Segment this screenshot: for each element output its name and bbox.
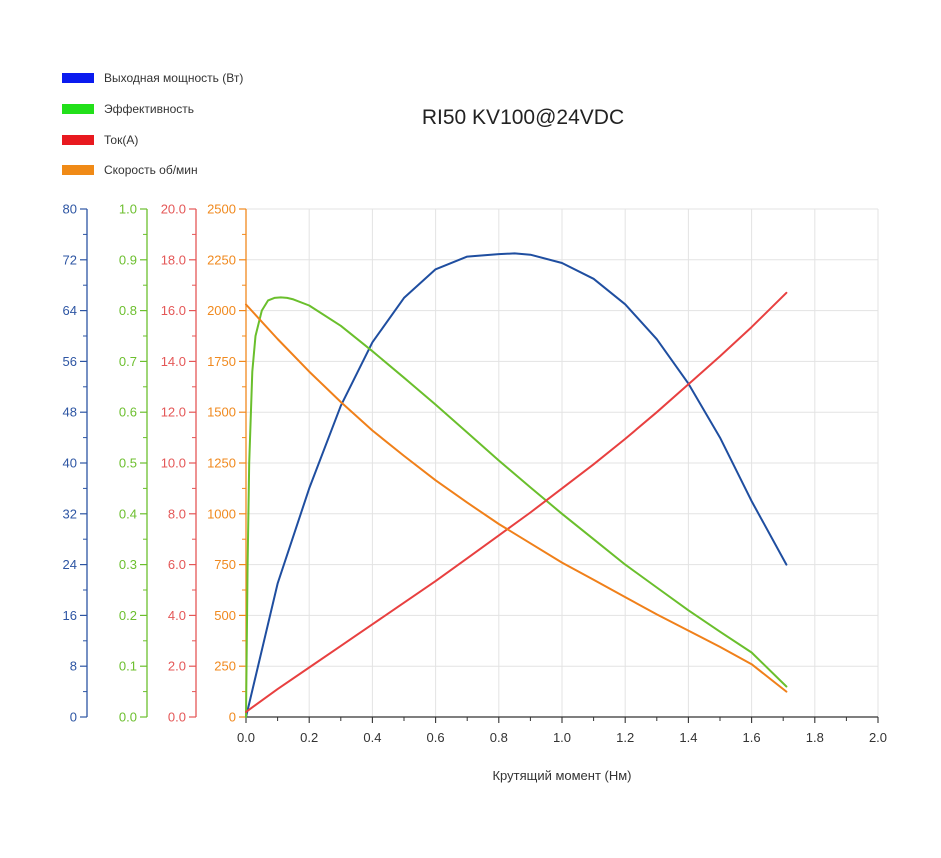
y-tick-label: 32 (63, 506, 77, 521)
y-tick-label: 0.0 (119, 710, 137, 725)
y-tick-label: 0.2 (119, 608, 137, 623)
legend-label-current: Ток(A) (104, 133, 139, 147)
y-tick-label: 0.4 (119, 506, 137, 521)
x-axis-label: Крутящий момент (Нм) (492, 768, 632, 783)
y-tick-label: 1750 (207, 354, 236, 369)
y-tick-label: 0 (70, 710, 77, 725)
y-tick-label: 80 (63, 202, 77, 217)
y-axis-3: 0 250 500 750 1000 1250 1500 1750 2000 2250 2500 (207, 202, 247, 725)
y-tick-label: 2500 (207, 202, 236, 217)
y-tick-label: 16 (63, 608, 77, 623)
legend-label-power: Выходная мощность (Вт) (104, 71, 244, 85)
x-tick-label: 2.0 (869, 730, 887, 745)
y-axes: 081624324048566472800.00.10.20.30.40.50.… (63, 202, 247, 725)
legend-swatch-current (62, 135, 94, 145)
y-tick-label: 56 (63, 354, 77, 369)
x-tick-label: 1.8 (806, 730, 824, 745)
y-axis-2: 0.0 2.0 4.0 6.0 8.0 10.0 12.0 14.0 16.0 18.0 20.0 (161, 202, 197, 725)
y-tick-label: 72 (63, 252, 77, 267)
y-tick-label: 500 (214, 608, 236, 623)
legend-label-efficiency: Эффективность (104, 102, 195, 116)
x-tick-label: 1.2 (616, 730, 634, 745)
y-tick-label: 2000 (207, 303, 236, 318)
series-lines (245, 252, 788, 718)
legend-swatch-efficiency (62, 104, 94, 114)
x-tick-label: 1.6 (743, 730, 761, 745)
y-tick-label: 0.7 (119, 354, 137, 369)
series-line-3 (245, 303, 788, 693)
y-tick-label: 2250 (207, 252, 236, 267)
y-tick-label: 1250 (207, 456, 236, 471)
y-tick-label: 0.3 (119, 557, 137, 572)
y-tick-label: 10.0 (161, 456, 186, 471)
y-tick-label: 18.0 (161, 252, 186, 267)
series-line-2 (245, 291, 788, 713)
y-axis-1: 0.0 0.1 0.2 0.3 0.4 0.5 0.6 0.7 0.8 0.9 1.0 (119, 202, 148, 725)
series-line-1 (245, 296, 788, 718)
y-tick-label: 40 (63, 456, 77, 471)
y-tick-label: 8 (70, 659, 77, 674)
y-tick-label: 24 (63, 557, 77, 572)
y-tick-label: 0.9 (119, 252, 137, 267)
x-axis: 0.0 0.2 0.4 0.6 0.8 1.0 1.2 1.4 1.6 1.8 2.0 (237, 716, 887, 745)
y-tick-label: 12.0 (161, 405, 186, 420)
y-tick-label: 64 (63, 303, 77, 318)
x-tick-label: 0.4 (363, 730, 381, 745)
y-tick-label: 750 (214, 557, 236, 572)
legend-swatch-power (62, 73, 94, 83)
y-tick-label: 6.0 (168, 557, 186, 572)
y-tick-label: 0.0 (168, 710, 186, 725)
y-tick-label: 0.1 (119, 659, 137, 674)
chart-title: RI50 KV100@24VDC (421, 106, 625, 129)
grid-lines (246, 208, 879, 717)
legend-label-speed: Скорость об/мин (104, 163, 198, 177)
x-tick-label: 1.0 (553, 730, 571, 745)
y-tick-label: 4.0 (168, 608, 186, 623)
x-tick-label: 0.6 (427, 730, 445, 745)
series-line-0 (245, 252, 788, 718)
y-tick-label: 2.0 (168, 659, 186, 674)
x-tick-label: 1.4 (679, 730, 697, 745)
y-tick-label: 1500 (207, 405, 236, 420)
y-tick-label: 0.5 (119, 456, 137, 471)
x-tick-label: 0.2 (300, 730, 318, 745)
x-tick-label: 0.0 (237, 730, 255, 745)
y-tick-label: 250 (214, 659, 236, 674)
y-tick-label: 0.6 (119, 405, 137, 420)
y-tick-label: 1000 (207, 506, 236, 521)
y-tick-label: 48 (63, 405, 77, 420)
y-tick-label: 1.0 (119, 202, 137, 217)
x-tick-label: 0.8 (490, 730, 508, 745)
y-tick-label: 0.8 (119, 303, 137, 318)
y-tick-label: 16.0 (161, 303, 186, 318)
y-tick-label: 14.0 (161, 354, 186, 369)
y-tick-label: 20.0 (161, 202, 186, 217)
y-tick-label: 8.0 (168, 506, 186, 521)
y-tick-label: 0 (229, 710, 236, 725)
y-axis-0: 0 8 16 24 32 40 48 56 64 72 80 (63, 202, 88, 725)
legend-swatch-speed (62, 165, 94, 175)
